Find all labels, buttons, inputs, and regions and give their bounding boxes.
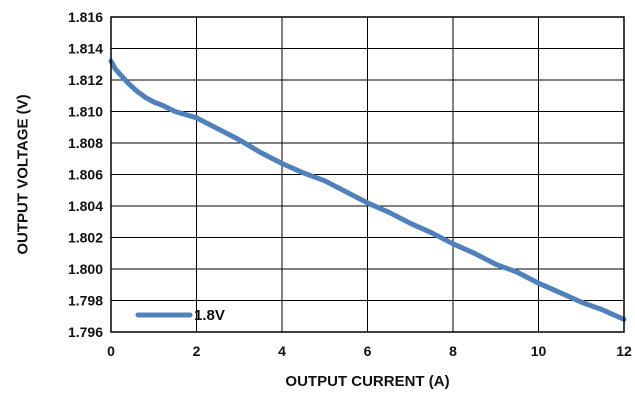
y-tick-label: 1.812 <box>68 72 103 88</box>
series-lines <box>108 58 627 322</box>
legend-label: 1.8V <box>194 307 225 324</box>
plot-border <box>110 16 625 333</box>
x-tick-label: 0 <box>107 343 115 359</box>
y-tick-label: 1.810 <box>68 104 103 120</box>
series-line-1-8v <box>108 58 627 322</box>
x-tick-label: 10 <box>531 343 547 359</box>
y-tick-label: 1.814 <box>68 41 103 57</box>
x-tick-label: 6 <box>364 343 372 359</box>
y-tick-label: 1.816 <box>68 9 103 25</box>
y-tick-labels: 1.796 1.798 1.800 1.802 1.804 1.806 1.808 1.810… <box>68 9 103 340</box>
y-tick-label: 1.796 <box>68 324 103 340</box>
x-tick-label: 12 <box>616 343 632 359</box>
y-tick-label: 1.808 <box>68 135 103 151</box>
x-tick-label: 8 <box>449 343 457 359</box>
grid-lines <box>111 17 624 332</box>
y-axis-title: OUTPUT VOLTAGE (V) <box>14 94 31 254</box>
plot-frame <box>110 16 625 333</box>
y-tick-label: 1.802 <box>68 230 103 246</box>
y-tick-label: 1.800 <box>68 261 103 277</box>
x-axis-title: OUTPUT CURRENT (A) <box>285 373 449 390</box>
x-tick-label: 2 <box>193 343 201 359</box>
legend: 1.8V <box>135 307 225 324</box>
y-tick-label: 1.798 <box>68 293 103 309</box>
y-tick-label: 1.806 <box>68 167 103 183</box>
x-tick-labels: 0 2 4 6 8 10 12 <box>107 343 632 359</box>
x-tick-label: 4 <box>278 343 286 359</box>
y-tick-label: 1.804 <box>68 198 103 214</box>
